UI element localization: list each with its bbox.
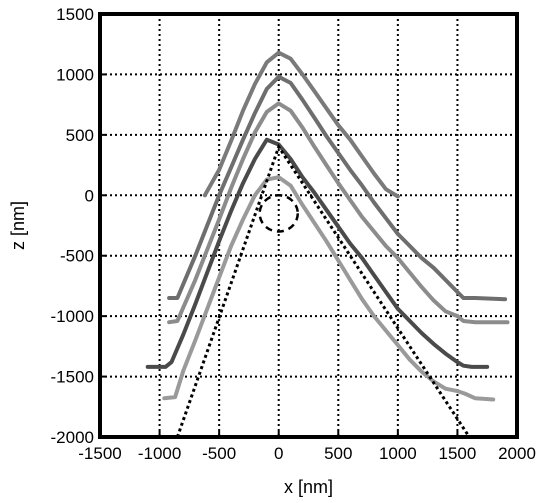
x-tick-label: -1500: [78, 444, 121, 463]
plot-frame: [98, 12, 519, 439]
x-tick-label: 2000: [498, 444, 536, 463]
dashed-circle: [258, 194, 300, 233]
series-line-1: [202, 50, 400, 199]
x-tick-label: 0: [274, 444, 283, 463]
y-tick-label: -1000: [51, 307, 94, 326]
series-line-5: [162, 175, 496, 402]
series-line-2: [167, 74, 508, 302]
y-tick-label: -2000: [51, 428, 94, 447]
plot-background: [100, 14, 517, 437]
x-tick-label: -500: [202, 444, 236, 463]
y-axis-label: z [nm]: [8, 201, 28, 250]
x-tick-label: -1000: [138, 444, 181, 463]
y-tick-label: -1500: [51, 368, 94, 387]
series-line-3: [167, 101, 510, 325]
dotted-reference-line: [175, 143, 471, 438]
x-tick-label: 500: [324, 444, 352, 463]
x-tick-label: 1000: [379, 444, 417, 463]
y-tick-label: 1500: [56, 5, 94, 24]
y-tick-label: 0: [85, 186, 94, 205]
y-tick-label: 1000: [56, 65, 94, 84]
series-group: [145, 50, 510, 402]
ticks: -1500 -1000 -500 0 500 1000 1500 2000-2000-1500…: [51, 5, 536, 463]
y-tick-label: -500: [60, 247, 94, 266]
x-tick-label: 1500: [439, 444, 477, 463]
x-axis-label: x [nm]: [284, 477, 333, 497]
series-line-4: [145, 137, 490, 369]
annotations: [175, 143, 471, 438]
y-tick-label: 500: [66, 126, 94, 145]
